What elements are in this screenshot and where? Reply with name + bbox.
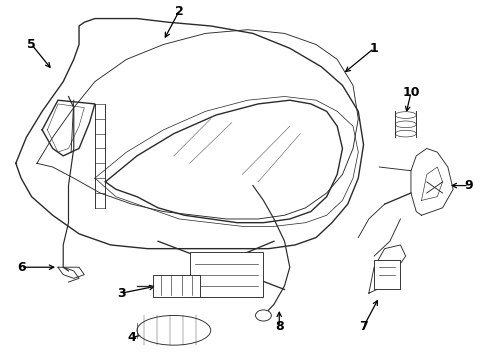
Bar <box>190 252 264 297</box>
Ellipse shape <box>395 130 416 137</box>
Text: 9: 9 <box>465 179 473 192</box>
Text: 3: 3 <box>117 287 125 300</box>
Bar <box>153 275 200 297</box>
Text: 4: 4 <box>127 331 136 344</box>
Text: 5: 5 <box>27 38 36 51</box>
Text: 6: 6 <box>17 261 25 274</box>
Ellipse shape <box>395 121 416 128</box>
Circle shape <box>256 310 271 321</box>
Text: 7: 7 <box>359 320 368 333</box>
Text: 8: 8 <box>275 320 284 333</box>
Text: 10: 10 <box>402 86 420 99</box>
Text: 1: 1 <box>370 42 378 55</box>
Ellipse shape <box>137 315 211 345</box>
Bar <box>374 260 400 289</box>
Ellipse shape <box>395 112 416 118</box>
Text: 2: 2 <box>175 5 184 18</box>
